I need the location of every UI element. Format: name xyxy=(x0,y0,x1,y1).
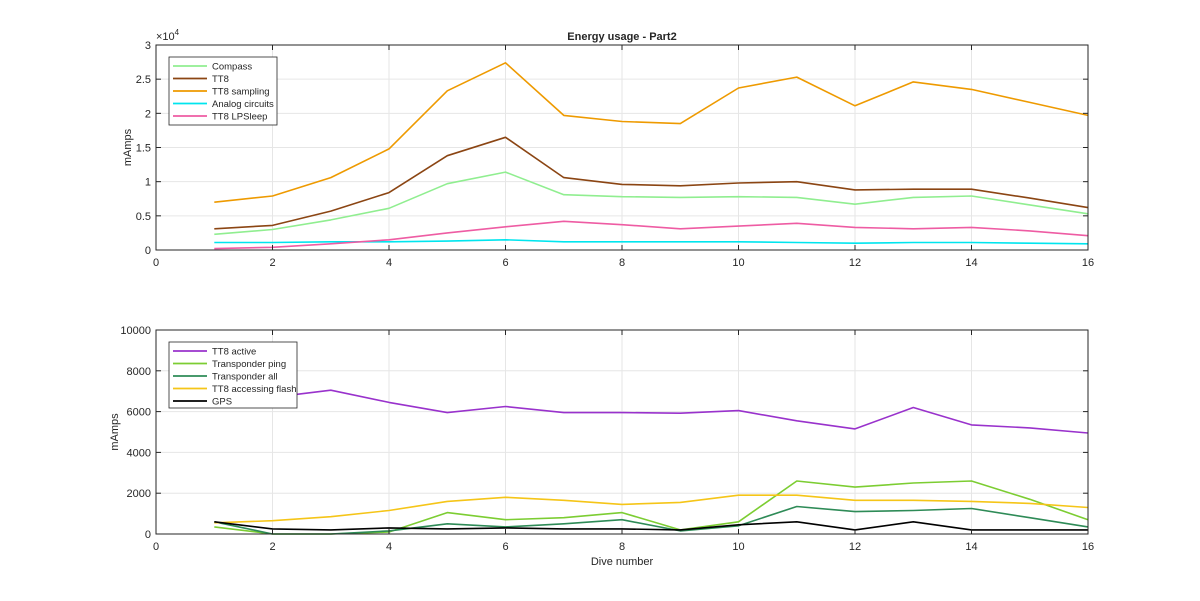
x-tick-label: 2 xyxy=(269,257,275,269)
y-tick-label: 1 xyxy=(145,177,151,189)
x-tick-label: 6 xyxy=(502,541,508,553)
legend-label: TT8 active xyxy=(212,347,256,358)
x-tick-label: 0 xyxy=(153,541,159,553)
x-tick-label: 4 xyxy=(386,257,392,269)
chart-title: Energy usage - Part2 xyxy=(567,31,676,43)
x-tick-label: 6 xyxy=(502,257,508,269)
legend-label: TT8 xyxy=(212,74,229,85)
x-tick-label: 10 xyxy=(732,257,744,269)
series-line-gps xyxy=(214,520,1088,531)
y-tick-label: 2000 xyxy=(127,488,151,500)
legend-label: Compass xyxy=(212,62,252,73)
y-tick-label: 6000 xyxy=(127,407,151,419)
y-axis-label: mAmps xyxy=(109,413,121,451)
x-tick-label: 4 xyxy=(386,541,392,553)
legend-label: TT8 LPSleep xyxy=(212,112,267,123)
x-axis-label: Dive number xyxy=(591,556,654,568)
chart-1: 0 2 4 6 8 10 12 14 16 0 0.5 1 1.5 2 2.5 3 ×104 Energy usa… xyxy=(122,28,1094,269)
series-line-tt8-lpsleep xyxy=(214,220,1089,250)
plots-layer: 0 2 4 6 8 10 12 14 16 0 0.5 1 1.5 2 2.5 3 ×104 Energy usa… xyxy=(109,28,1094,568)
y-tick-label: 1.5 xyxy=(136,143,151,155)
series-line-tt8-sampling xyxy=(214,61,1089,203)
x-tick-label: 8 xyxy=(619,541,625,553)
x-tick-label: 16 xyxy=(1082,257,1094,269)
legend-label: Transponder all xyxy=(212,372,278,383)
y-exponent-power: 4 xyxy=(175,28,180,37)
x-tick-label: 12 xyxy=(849,541,861,553)
x-tick-label: 0 xyxy=(153,257,159,269)
series-line-tt8-active xyxy=(214,389,1089,434)
series-line-compass xyxy=(214,171,1089,236)
x-tick-label: 2 xyxy=(269,541,275,553)
y-tick-label: 3 xyxy=(145,40,151,52)
legend-label: TT8 accessing flash xyxy=(212,384,296,395)
series-line-tt8 xyxy=(214,136,1089,230)
x-tick-label: 16 xyxy=(1082,541,1094,553)
series-line-transponder-all xyxy=(214,505,1089,535)
y-axis-label: mAmps xyxy=(122,128,134,166)
y-tick-label: 0 xyxy=(145,245,151,257)
x-tick-label: 14 xyxy=(965,541,977,553)
y-tick-label: 0 xyxy=(145,529,151,541)
y-tick-label: 0.5 xyxy=(136,211,151,223)
x-tick-label: 10 xyxy=(732,541,744,553)
legend-box xyxy=(168,341,298,409)
x-tick-label: 14 xyxy=(965,257,977,269)
y-tick-label: 2 xyxy=(145,108,151,120)
legend-label: TT8 sampling xyxy=(212,87,270,98)
y-exponent-label: ×104 xyxy=(156,28,180,43)
y-tick-label: 4000 xyxy=(127,447,151,459)
legend-label: Analog circuits xyxy=(212,99,274,110)
x-tick-label: 8 xyxy=(619,257,625,269)
y-tick-label: 2.5 xyxy=(136,74,151,86)
legend-label: Transponder ping xyxy=(212,359,286,370)
chart-2: 0 2 4 6 8 10 12 14 16 0 2000 4000 6000 8000 10000 Dive … xyxy=(109,325,1094,568)
y-tick-label: 8000 xyxy=(127,366,151,378)
series-line-tt8-accessing-flash xyxy=(214,494,1089,524)
x-tick-label: 12 xyxy=(849,257,861,269)
y-tick-label: 10000 xyxy=(120,325,151,337)
legend-label: GPS xyxy=(212,397,232,408)
